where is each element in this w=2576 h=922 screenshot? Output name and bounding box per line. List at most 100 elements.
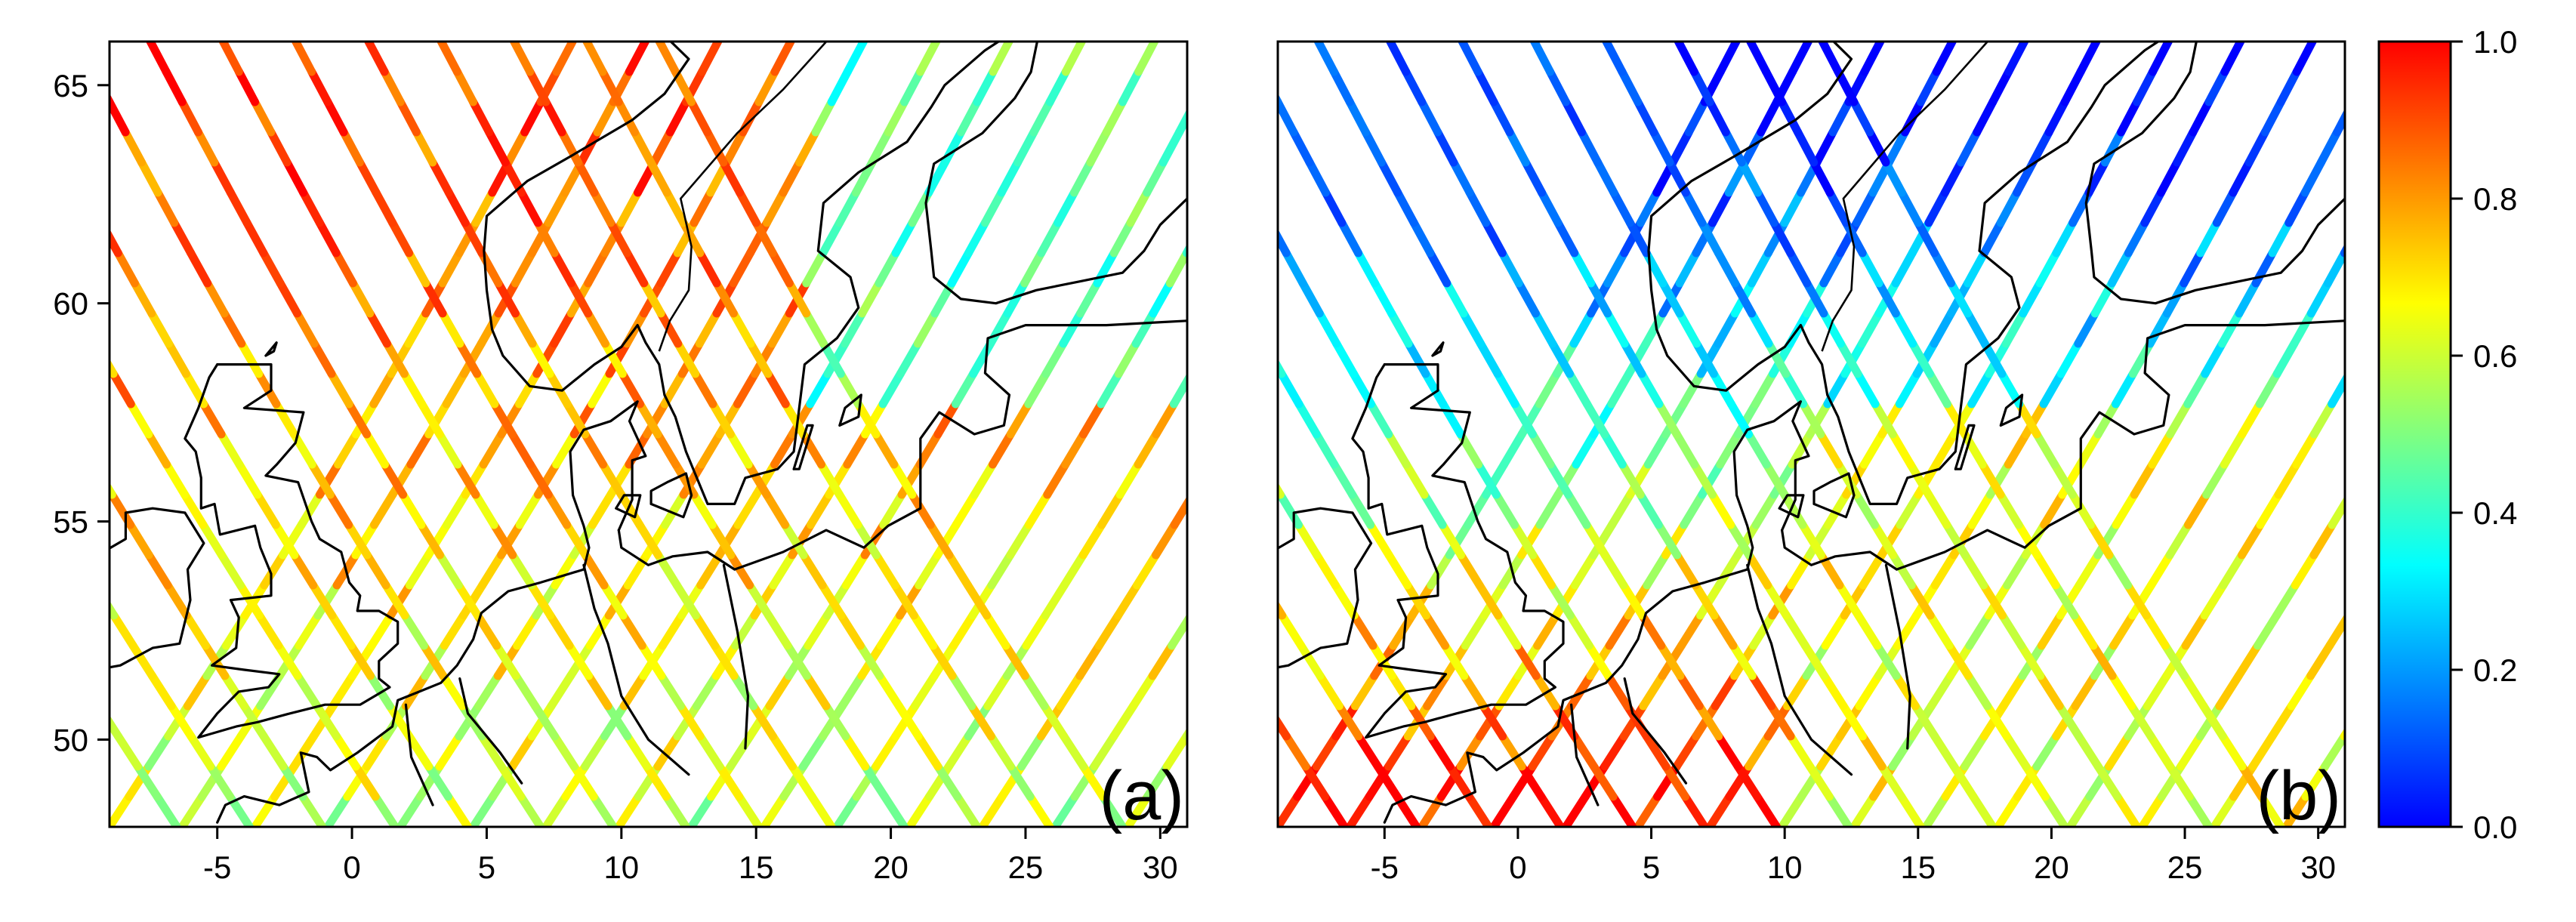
track-segment [1718, 253, 1735, 283]
track-segment [1182, 193, 1199, 223]
track-segment [2328, 253, 2345, 283]
track-segment [1263, 585, 1282, 615]
track-segment [1447, 283, 1464, 313]
track-segment [7, 676, 26, 706]
track-segment [158, 193, 174, 223]
track-segment [768, 374, 785, 404]
track-segment [696, 374, 713, 404]
track-segment [1195, 706, 1214, 736]
track-segment [1920, 72, 1936, 102]
track-segment [512, 434, 530, 464]
track-segment [1163, 132, 1179, 162]
track-segment [187, 676, 207, 706]
track-segment [1532, 434, 1550, 464]
track-segment [332, 615, 351, 646]
track-segment [1965, 736, 1985, 766]
track-segment [842, 676, 862, 706]
track-segment [1749, 736, 1769, 766]
track-segment [1825, 676, 1843, 706]
track-segment [1334, 464, 1353, 495]
track-segment [659, 42, 675, 72]
track-segment [344, 132, 359, 162]
track-segment [1064, 736, 1084, 766]
track-segment [332, 374, 349, 404]
track-segment [2476, 374, 2493, 404]
track-segment [977, 72, 993, 102]
track-segment [1965, 555, 1984, 585]
track-segment [1102, 42, 1118, 72]
track-segment [837, 797, 856, 827]
track-segment [694, 193, 711, 223]
track-segment [2095, 283, 2112, 313]
track-segment [2150, 313, 2167, 344]
track-segment [1227, 404, 1245, 434]
track-segment [1091, 132, 1106, 162]
track-segment [1214, 253, 1231, 283]
track-segment [694, 495, 712, 525]
track-segment [878, 162, 893, 193]
track-segment [1719, 736, 1738, 766]
track-segment [2242, 525, 2260, 555]
country-border [659, 32, 835, 351]
track-segment [773, 102, 789, 132]
track-segment [2260, 374, 2277, 404]
colorbar-tick-label: 0.6 [2473, 338, 2517, 374]
track-segment [416, 132, 432, 162]
track-segment [812, 797, 831, 827]
track-segment [449, 797, 468, 827]
track-segment [1389, 555, 1408, 585]
track-segment [1354, 615, 1373, 646]
track-segment [2004, 676, 2022, 706]
track-segment [2121, 102, 2137, 132]
track-segment [883, 374, 900, 404]
coastline [1251, 508, 1371, 670]
track-segment [26, 706, 46, 736]
track-segment [2277, 585, 2296, 615]
track-segment [1608, 253, 1624, 283]
track-segment [1648, 434, 1666, 464]
track-segment [1785, 193, 1801, 223]
track-segment [276, 404, 295, 434]
track-segment [299, 615, 318, 646]
track-segment [1292, 162, 1309, 193]
track-segment [409, 736, 429, 766]
track-segment [1010, 525, 1029, 555]
track-segment [1713, 193, 1729, 223]
track-segment [21, 464, 39, 495]
track-segment [2070, 797, 2090, 827]
track-segment [2537, 132, 2553, 162]
track-segment [1029, 374, 1046, 404]
track-segment [1502, 42, 1518, 72]
track-segment [2001, 495, 2019, 525]
track-segment [2361, 193, 2377, 223]
x-tick-label: 5 [1643, 850, 1660, 885]
track-segment [1642, 374, 1659, 404]
track-segment [1337, 344, 1354, 374]
track-segment [29, 223, 45, 253]
track-segment [1527, 132, 1543, 162]
track-segment [191, 736, 211, 766]
track-segment [1752, 313, 1769, 344]
track-segment [2044, 374, 2061, 404]
track-segment [1234, 766, 1254, 797]
track-segment [1083, 525, 1102, 555]
track-segment [1503, 736, 1522, 766]
track-segment [400, 797, 420, 827]
track-segment [1022, 736, 1041, 766]
track-segment [483, 434, 501, 464]
track-segment [1821, 434, 1839, 464]
track-segment [1673, 132, 1689, 162]
track-segment [271, 132, 287, 162]
track-segment [134, 283, 151, 313]
track-segment [1156, 525, 1175, 555]
track-segment [1438, 132, 1454, 162]
track-segment [1461, 253, 1478, 283]
track-segment [555, 736, 575, 766]
track-segment [985, 193, 1001, 223]
track-segment [1710, 797, 1729, 827]
track-segment [1741, 162, 1757, 193]
track-segment [1392, 374, 1409, 404]
track-segment [2001, 193, 2017, 223]
track-segment [2170, 404, 2188, 434]
y-tick-label: 50 [53, 722, 88, 757]
